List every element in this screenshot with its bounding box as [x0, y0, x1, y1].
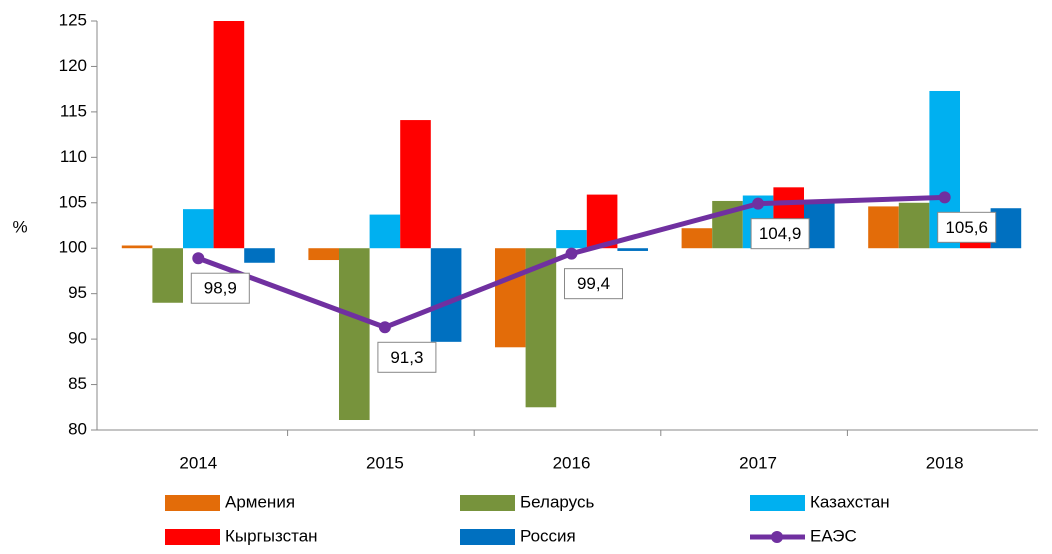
marker	[192, 252, 205, 265]
bars	[121, 21, 1022, 421]
bar	[556, 230, 587, 249]
x-tick-label: 2014	[179, 453, 217, 472]
data-label: 105,6	[945, 218, 988, 237]
bar	[898, 202, 930, 249]
x-tick-label: 2016	[553, 453, 591, 472]
data-label: 99,4	[577, 274, 610, 293]
y-tick-label: 85	[68, 374, 87, 393]
bar	[369, 214, 401, 249]
y-tick-label: 80	[68, 419, 87, 438]
legend-label: ЕАЭС	[810, 526, 857, 545]
marker	[938, 191, 951, 204]
marker	[378, 321, 391, 334]
bar	[681, 228, 713, 249]
y-axis-label: %	[12, 217, 27, 236]
marker	[565, 247, 578, 260]
bar	[586, 194, 618, 249]
data-label: 91,3	[390, 348, 423, 367]
legend-swatch	[460, 529, 515, 545]
bar	[400, 120, 431, 249]
label-box	[564, 268, 623, 300]
x-tick-label: 2017	[739, 453, 777, 472]
label-box	[190, 272, 250, 304]
x-tick-label: 2018	[926, 453, 964, 472]
bar	[152, 248, 183, 303]
bar	[494, 248, 526, 348]
y-tick-label: 90	[68, 329, 87, 348]
data-label: 98,9	[204, 279, 237, 298]
legend-label: Россия	[520, 526, 576, 545]
bar	[430, 248, 462, 342]
bar	[121, 245, 153, 249]
y-tick-label: 95	[68, 283, 87, 302]
bar	[338, 248, 370, 421]
y-tick-label: 105	[59, 192, 87, 211]
legend-swatch	[750, 495, 805, 511]
y-tick-label: 125	[59, 10, 87, 29]
label-box	[750, 218, 810, 250]
label-box	[377, 341, 437, 373]
bar	[525, 248, 557, 408]
bar	[868, 206, 899, 249]
bar	[244, 248, 275, 263]
bar	[308, 248, 339, 261]
y-tick-label: 120	[59, 56, 87, 75]
legend-swatch	[460, 495, 515, 511]
legend-label: Армения	[225, 492, 295, 511]
marker	[752, 197, 765, 210]
bar	[617, 248, 649, 251]
y-tick-label: 115	[60, 101, 87, 120]
label-box	[937, 211, 997, 243]
legend-label: Кыргызстан	[225, 526, 318, 545]
legend-label: Беларусь	[520, 492, 594, 511]
bar	[182, 209, 214, 249]
legend-marker	[771, 531, 783, 543]
legend-label: Казахстан	[810, 492, 890, 511]
legend-swatch	[165, 529, 220, 545]
data-label: 104,9	[759, 224, 802, 243]
bar	[213, 21, 245, 249]
legend-swatch	[165, 495, 220, 511]
y-tick-label: 100	[59, 238, 87, 257]
y-tick-label: 110	[60, 147, 87, 166]
x-tick-label: 2015	[366, 453, 404, 472]
